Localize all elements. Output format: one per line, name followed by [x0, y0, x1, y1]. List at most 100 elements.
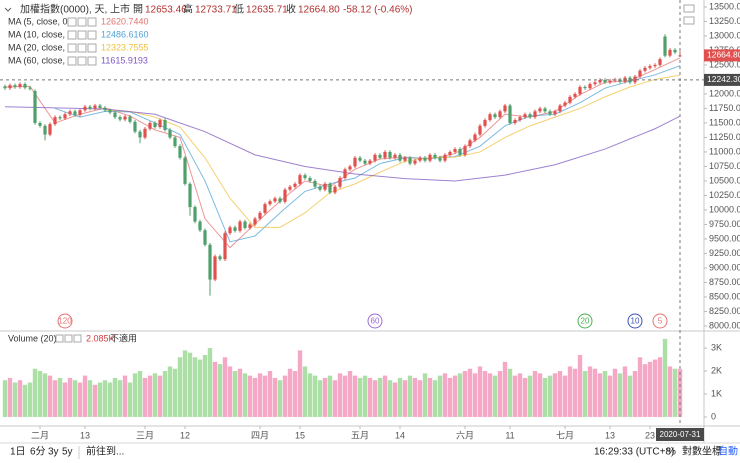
candle-body	[283, 189, 287, 202]
legend-value: 12323.7555	[101, 42, 149, 52]
legend-icon[interactable]	[67, 56, 77, 66]
volume-bar	[572, 368, 578, 417]
crosshair-date: 2020-07-31	[660, 430, 701, 439]
candle-body	[38, 122, 42, 126]
candle-body	[378, 154, 382, 158]
candle-body	[238, 221, 242, 231]
volume-bar	[562, 375, 568, 417]
crosshair-price: 12242.30	[707, 74, 740, 84]
legend-name: MA (10, close, 0)	[8, 29, 76, 39]
candle-body	[538, 108, 542, 112]
legend-icon[interactable]	[67, 43, 77, 53]
ohlc-key: 收	[286, 3, 296, 16]
candle-body	[73, 111, 77, 115]
legend-icon[interactable]	[67, 17, 77, 27]
range-button[interactable]: 1日	[10, 447, 26, 458]
legend-icon[interactable]	[87, 43, 97, 53]
y-tick-label: 13500.00	[709, 1, 740, 11]
volume-bar	[462, 371, 468, 417]
candle-body	[253, 218, 257, 225]
candle-body	[513, 120, 517, 123]
candle-body	[503, 105, 507, 112]
goto-button[interactable]: 前往到...	[86, 445, 124, 458]
volume-tick-label: 1K	[711, 388, 722, 398]
volume-icon[interactable]	[73, 334, 82, 343]
candle-body	[188, 183, 192, 208]
legend-icon[interactable]	[87, 30, 97, 40]
volume-bar	[142, 377, 148, 417]
volume-bar	[477, 366, 483, 417]
candle-body	[653, 64, 657, 67]
candle-body	[318, 186, 322, 190]
volume-bar	[622, 366, 628, 417]
volume-bar	[12, 382, 18, 417]
volume-bar	[652, 359, 658, 417]
legend-icon[interactable]	[77, 56, 87, 66]
ma-line	[4, 106, 681, 182]
volume-bar	[427, 377, 433, 417]
candle-body	[453, 149, 457, 152]
legend-icon[interactable]	[87, 56, 97, 66]
volume-bar	[372, 380, 378, 417]
clock[interactable]: 16:29:33 (UTC+8)	[594, 447, 674, 458]
volume-bar	[257, 373, 263, 417]
candle-body	[243, 221, 247, 228]
candle-body	[323, 183, 327, 190]
legend-icon[interactable]	[77, 17, 87, 27]
range-button[interactable]: 5y	[62, 447, 73, 458]
scale-option[interactable]: 對數坐標	[682, 445, 722, 458]
pane-icon[interactable]	[683, 4, 695, 13]
volume-bar	[2, 380, 8, 417]
volume-bar	[602, 371, 608, 417]
legend-icon[interactable]	[77, 43, 87, 53]
volume-bar	[292, 371, 298, 417]
y-tick-label: 9000.00	[709, 262, 740, 272]
period-label: 5	[658, 317, 663, 326]
volume-bar	[132, 373, 138, 417]
candle-body	[78, 110, 82, 115]
legend-value: 11615.9193	[101, 55, 148, 65]
y-tick-label: 10000.00	[709, 204, 740, 214]
candle-body	[173, 137, 177, 147]
volume-bar	[642, 364, 648, 417]
candle-body	[143, 128, 147, 138]
period-label: 10	[631, 317, 640, 326]
candle-body	[523, 114, 527, 118]
candle-body	[518, 117, 522, 121]
volume-bar	[362, 375, 368, 417]
volume-tick-label: 3K	[711, 342, 722, 352]
scale-option[interactable]: %	[667, 447, 676, 458]
volume-bar	[347, 371, 353, 417]
candle-body	[603, 80, 607, 83]
ohlc-key: 高	[183, 3, 193, 16]
ohlc-value: 12733.71	[195, 5, 237, 16]
volume-bar	[287, 368, 293, 417]
candle-body	[328, 183, 332, 193]
volume-bar	[512, 375, 518, 417]
volume-bar	[567, 366, 573, 417]
candle-body	[28, 87, 32, 89]
legend-icon[interactable]	[87, 17, 97, 27]
legend-icon[interactable]	[67, 30, 77, 40]
y-tick-label: 10500.00	[709, 175, 740, 185]
volume-icon[interactable]	[55, 334, 64, 343]
legend-icon[interactable]	[77, 30, 87, 40]
range-button[interactable]: 6分	[30, 446, 46, 458]
x-tick-label: 五月	[351, 430, 369, 440]
volume-bar	[617, 373, 623, 417]
volume-bar	[127, 382, 133, 417]
x-tick-label: 15	[295, 430, 305, 440]
candle-body	[313, 180, 317, 187]
pane-icon[interactable]	[683, 16, 695, 25]
candle-body	[398, 154, 402, 161]
x-tick-label: 12	[180, 430, 190, 440]
volume-bar	[382, 375, 388, 417]
range-button[interactable]: 3y	[48, 447, 59, 458]
candle-body	[308, 178, 312, 181]
y-tick-label: 10750.00	[709, 161, 740, 171]
volume-bar	[57, 377, 63, 417]
period-label: 20	[581, 317, 590, 326]
scale-option[interactable]: 自動	[718, 445, 738, 458]
volume-icon[interactable]	[64, 334, 73, 343]
candle-body	[508, 105, 512, 123]
